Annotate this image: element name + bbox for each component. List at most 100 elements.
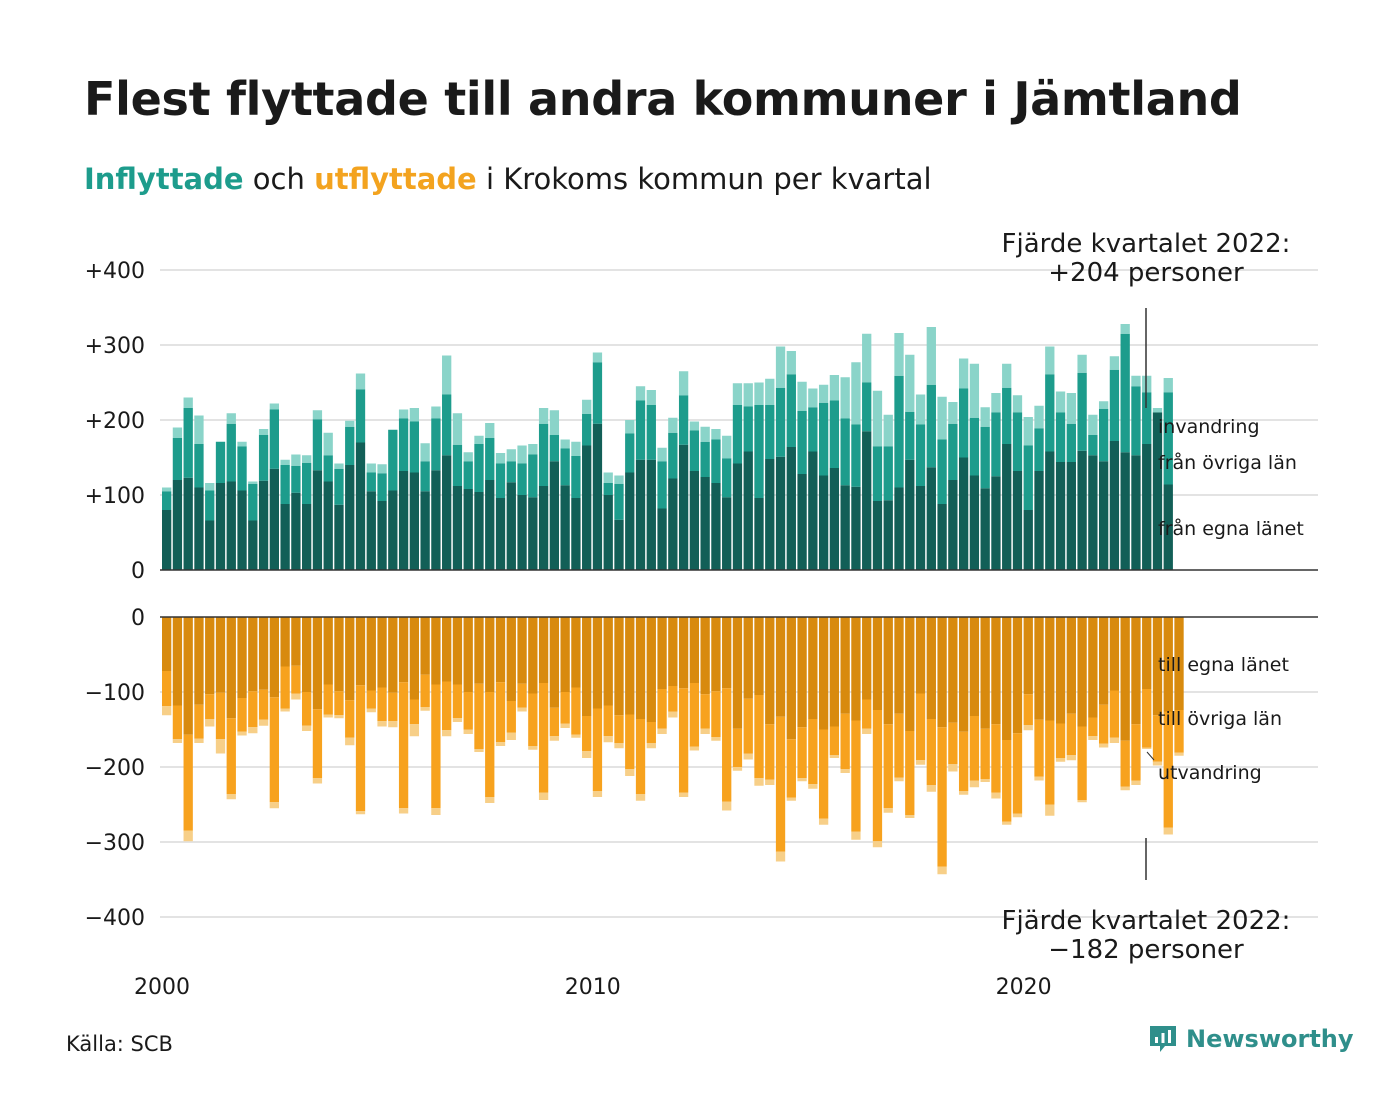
bar-till-övriga-län <box>420 674 430 707</box>
bar-från-egna-länet <box>980 488 990 570</box>
bar-till-egna-länet <box>926 617 936 719</box>
bar-från-övriga-län <box>420 461 430 492</box>
bar-invandring <box>452 413 463 445</box>
bar-från-egna-länet <box>517 495 527 570</box>
bar-till-egna-länet <box>377 617 387 688</box>
bar-från-övriga-län <box>722 458 732 498</box>
bar-till-egna-länet <box>786 617 796 740</box>
bar-invandring <box>248 481 258 484</box>
bar-från-egna-länet <box>786 447 796 570</box>
bar-till-övriga-län <box>528 693 538 746</box>
bar-invandring <box>797 381 807 411</box>
bar-från-övriga-län <box>1012 412 1023 471</box>
bar-från-övriga-län <box>840 418 850 486</box>
bar-utvandring <box>1174 752 1184 756</box>
bar-utvandring <box>818 818 829 825</box>
bar-utvandring <box>1023 725 1033 731</box>
bar-utvandring <box>1109 737 1120 743</box>
bar-utvandring <box>969 780 980 788</box>
bar-till-egna-länet <box>302 617 312 692</box>
bar-från-övriga-län <box>1034 428 1044 471</box>
bar-till-övriga-län <box>302 692 312 726</box>
bar-invandring <box>862 333 872 383</box>
bar-till-övriga-län <box>388 692 398 722</box>
bar-till-övriga-län <box>625 714 635 770</box>
bar-från-övriga-län <box>905 411 915 460</box>
bar-från-egna-länet <box>334 504 344 570</box>
bar-utvandring <box>678 792 689 797</box>
bar-invandring <box>485 423 495 438</box>
bar-till-egna-länet <box>818 617 829 730</box>
bar-invandring <box>625 420 635 434</box>
bar-till-egna-länet <box>538 617 549 683</box>
bar-invandring <box>495 453 506 464</box>
bar-utvandring <box>258 719 269 726</box>
bar-invandring <box>1077 354 1087 373</box>
bar-invandring <box>1012 395 1023 413</box>
bar-till-övriga-län <box>905 731 915 815</box>
bar-från-egna-länet <box>743 451 753 570</box>
bar-från-egna-länet <box>495 498 506 570</box>
bar-till-övriga-län <box>1066 713 1076 755</box>
bar-till-egna-länet <box>1120 617 1130 741</box>
bar-invandring <box>463 452 473 462</box>
bar-till-egna-länet <box>1012 617 1023 734</box>
bar-från-övriga-län <box>1077 372 1087 451</box>
bar-till-övriga-län <box>409 699 420 725</box>
bar-till-egna-länet <box>345 617 355 701</box>
bar-från-övriga-län <box>388 429 398 491</box>
brand-logo[interactable]: Newsworthy <box>1148 1024 1354 1054</box>
bar-invandring <box>786 351 796 375</box>
y-tick-bottom: −400 <box>85 906 145 931</box>
bar-från-övriga-län <box>1142 392 1152 444</box>
bar-invandring <box>829 375 840 401</box>
bar-från-övriga-län <box>571 456 581 498</box>
bar-från-egna-länet <box>711 483 721 570</box>
bar-till-övriga-län <box>517 683 527 708</box>
bar-från-övriga-län <box>1120 333 1130 453</box>
bar-utvandring <box>366 708 376 713</box>
bar-från-övriga-län <box>872 446 883 501</box>
bar-från-övriga-län <box>926 384 936 468</box>
bar-invandring <box>1066 393 1076 424</box>
bar-från-egna-länet <box>625 472 635 570</box>
bar-från-övriga-län <box>991 412 1001 477</box>
bar-från-egna-länet <box>463 489 473 570</box>
y-tick-bottom: −300 <box>85 831 145 856</box>
bar-till-egna-länet <box>1131 617 1141 725</box>
bar-från-egna-länet <box>172 480 183 570</box>
bar-till-övriga-län <box>775 716 786 852</box>
bar-från-egna-länet <box>765 459 775 570</box>
bar-till-egna-länet <box>646 617 656 722</box>
bar-utvandring <box>495 742 506 746</box>
bar-från-egna-länet <box>452 486 463 570</box>
bar-till-övriga-län <box>355 685 366 812</box>
legend-label-till-övriga-län: till övriga län <box>1158 708 1282 730</box>
bar-invandring <box>678 371 689 396</box>
bar-till-övriga-län <box>689 683 700 747</box>
bar-till-egna-länet <box>1109 617 1120 691</box>
bar-från-övriga-län <box>818 402 829 476</box>
bar-från-övriga-län <box>377 473 387 501</box>
bar-till-övriga-län <box>851 720 861 832</box>
bar-från-övriga-län <box>442 394 452 456</box>
bar-invandring <box>582 399 592 414</box>
bar-till-egna-länet <box>1023 617 1033 695</box>
bar-till-egna-länet <box>280 617 290 667</box>
bar-från-övriga-län <box>711 439 721 483</box>
subtitle-inflyttade: Inflyttade <box>84 162 244 196</box>
bar-till-övriga-län <box>1142 689 1152 748</box>
bar-utvandring <box>582 751 592 758</box>
bar-från-egna-länet <box>420 491 430 570</box>
bar-till-egna-länet <box>689 617 700 683</box>
bar-till-övriga-län <box>280 666 290 709</box>
bar-invandring <box>312 410 323 420</box>
bar-invandring <box>560 439 570 449</box>
bar-utvandring <box>700 728 710 734</box>
annotation-bottom-value: −182 personer <box>1048 935 1244 965</box>
bar-från-egna-länet <box>1012 471 1023 570</box>
bar-till-egna-länet <box>883 617 893 725</box>
bar-utvandring <box>808 784 818 789</box>
bar-från-övriga-län <box>463 461 473 489</box>
bar-till-egna-länet <box>1152 617 1163 716</box>
